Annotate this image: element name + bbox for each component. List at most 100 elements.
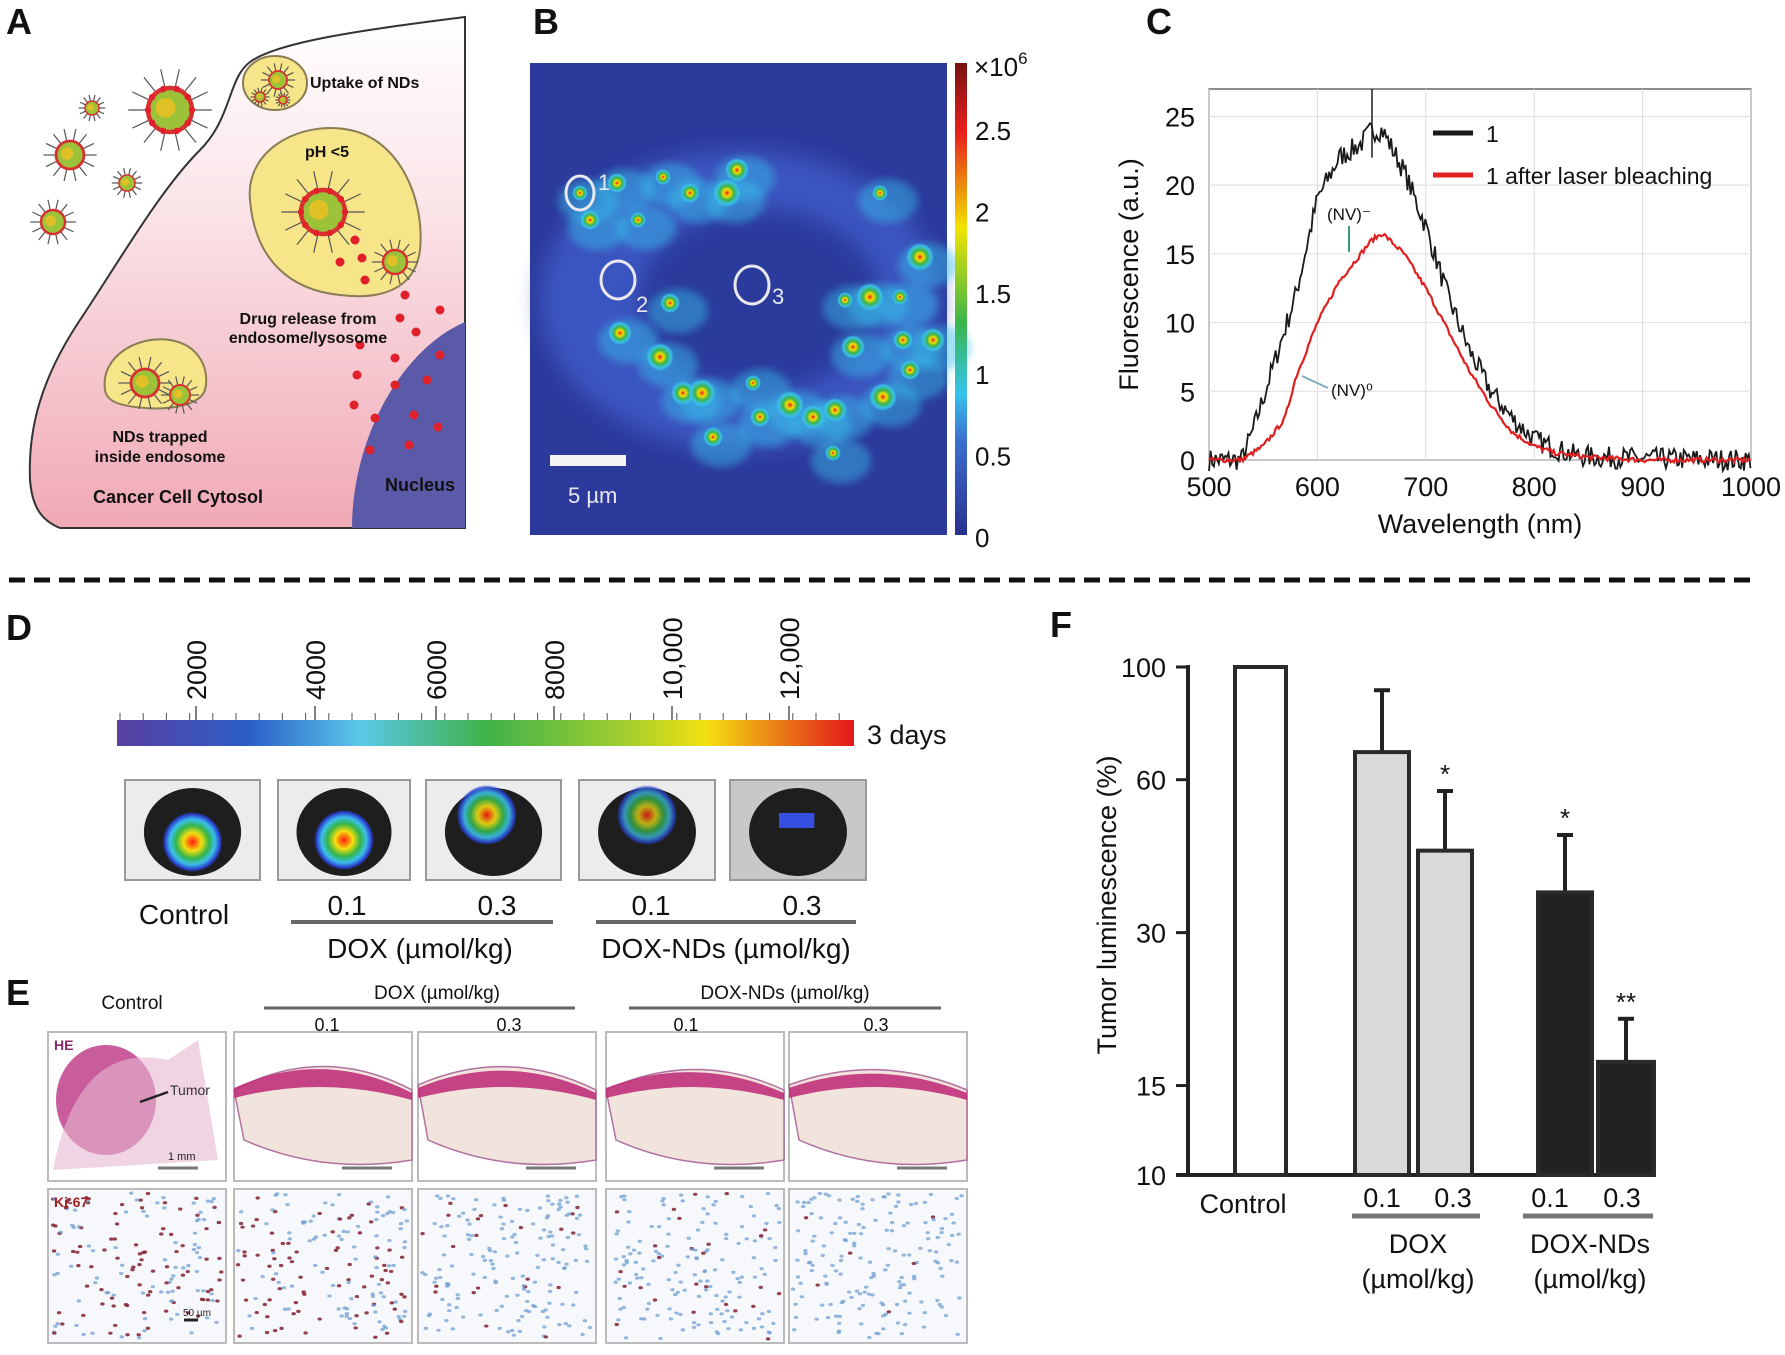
fluorescent-spots bbox=[558, 156, 971, 483]
epidermis-stain bbox=[418, 1070, 596, 1100]
ki67-positive-nucleus bbox=[652, 1244, 658, 1248]
ki67-negative-nucleus bbox=[535, 1265, 541, 1270]
ki67-negative-nucleus bbox=[852, 1231, 857, 1236]
ki67-positive-nucleus bbox=[392, 1307, 397, 1311]
ki67-positive-nucleus bbox=[180, 1273, 186, 1277]
ki67-positive-nucleus bbox=[353, 1326, 358, 1330]
ki67-negative-nucleus bbox=[627, 1210, 632, 1214]
ki67-negative-nucleus bbox=[175, 1312, 180, 1316]
ki67-negative-nucleus bbox=[840, 1299, 846, 1303]
ki67-negative-nucleus bbox=[440, 1297, 445, 1302]
polymer-chain bbox=[147, 396, 152, 410]
ki67-negative-nucleus bbox=[201, 1289, 206, 1293]
ki67-negative-nucleus bbox=[336, 1193, 342, 1197]
polymer-chain bbox=[266, 66, 273, 74]
ki67-negative-nucleus bbox=[795, 1200, 800, 1204]
ki67-negative-nucleus bbox=[631, 1248, 637, 1252]
ki67-negative-nucleus bbox=[899, 1332, 905, 1336]
ki67-negative-nucleus bbox=[142, 1317, 148, 1321]
ki67-negative-nucleus bbox=[535, 1253, 540, 1258]
ki67-negative-nucleus bbox=[949, 1259, 954, 1263]
polymer-chain bbox=[95, 97, 101, 103]
polymer-chain bbox=[147, 356, 152, 370]
ki67-stain-image bbox=[788, 1188, 968, 1344]
polymer-chain bbox=[285, 72, 294, 77]
ki67-negative-nucleus bbox=[774, 1204, 779, 1208]
ki67-positive-nucleus bbox=[369, 1274, 375, 1278]
ki67-positive-nucleus bbox=[147, 1290, 153, 1294]
ki67-negative-nucleus bbox=[501, 1237, 507, 1241]
ki67-negative-nucleus bbox=[727, 1290, 732, 1294]
polymer-chain bbox=[52, 165, 62, 177]
ki67-negative-nucleus bbox=[308, 1219, 313, 1223]
ki67-negative-nucleus bbox=[547, 1289, 553, 1293]
ki67-negative-nucleus bbox=[322, 1233, 327, 1237]
ki67-negative-nucleus bbox=[870, 1293, 875, 1297]
ki67-negative-nucleus bbox=[656, 1252, 662, 1256]
ki67-negative-nucleus bbox=[492, 1203, 497, 1207]
he-stain-image bbox=[417, 1031, 597, 1182]
ki67-negative-nucleus bbox=[708, 1284, 713, 1289]
mouse-image bbox=[277, 779, 411, 881]
panel-a: A Uptake of NDs pH <5 Drug release from … bbox=[6, 1, 466, 529]
ki67-negative-nucleus bbox=[613, 1280, 618, 1284]
ki67-negative-nucleus bbox=[271, 1251, 276, 1255]
polymer-chain bbox=[380, 243, 388, 253]
ki67-negative-nucleus bbox=[330, 1203, 335, 1207]
ki67-negative-nucleus bbox=[855, 1194, 860, 1199]
ki67-negative-nucleus bbox=[510, 1276, 516, 1280]
drug-dot bbox=[144, 106, 152, 114]
ki67-positive-nucleus bbox=[237, 1334, 242, 1338]
fluorescent-spot bbox=[713, 179, 741, 207]
polymer-chain bbox=[160, 69, 166, 89]
ki67-negative-nucleus bbox=[795, 1275, 801, 1279]
luminescence-spot bbox=[314, 810, 374, 870]
sample-label-nds-0.3: 0.3 bbox=[783, 890, 822, 921]
x-category-label: Control bbox=[1199, 1189, 1286, 1219]
polymer-chain bbox=[296, 178, 310, 196]
polymer-chain bbox=[143, 76, 157, 94]
ki67-negative-nucleus bbox=[943, 1216, 948, 1221]
ki67-negative-nucleus bbox=[744, 1320, 749, 1325]
ki67-negative-nucleus bbox=[829, 1231, 834, 1235]
bar-4 bbox=[1596, 1059, 1656, 1177]
polymer-chain bbox=[153, 361, 163, 373]
ki67-negative-nucleus bbox=[270, 1208, 275, 1212]
ki67-negative-nucleus bbox=[546, 1234, 551, 1239]
ki67-negative-nucleus bbox=[633, 1272, 639, 1277]
fluorescent-haze bbox=[568, 206, 628, 250]
polymer-chain bbox=[153, 393, 163, 405]
ki67-positive-nucleus bbox=[886, 1310, 892, 1314]
ki67-negative-nucleus bbox=[144, 1214, 150, 1218]
he-stain-image bbox=[788, 1031, 968, 1182]
epidermis-stain bbox=[789, 1073, 967, 1100]
label-ph: pH <5 bbox=[305, 144, 349, 161]
polymer-chain bbox=[183, 76, 197, 94]
ki67-negative-nucleus bbox=[901, 1224, 907, 1228]
ki67-negative-nucleus bbox=[192, 1231, 198, 1235]
label-uptake: Uptake of NDs bbox=[310, 75, 419, 92]
x-tick-label: 500 bbox=[1186, 472, 1231, 502]
ki67-positive-nucleus bbox=[433, 1290, 438, 1294]
ki67-negative-nucleus bbox=[766, 1309, 772, 1314]
ki67-negative-nucleus bbox=[341, 1229, 347, 1234]
ki67-positive-nucleus bbox=[911, 1261, 917, 1266]
ki67-negative-nucleus bbox=[454, 1305, 459, 1310]
ki67-negative-nucleus bbox=[857, 1292, 863, 1296]
polymer-chain bbox=[128, 168, 131, 176]
ki67-negative-nucleus bbox=[798, 1281, 803, 1285]
fluorescent-spot bbox=[745, 375, 761, 391]
ki67-positive-nucleus bbox=[89, 1265, 94, 1269]
ki67-positive-nucleus bbox=[131, 1265, 136, 1269]
tissue bbox=[233, 1065, 413, 1166]
ki67-negative-nucleus bbox=[264, 1222, 269, 1226]
ki67-negative-nucleus bbox=[162, 1258, 168, 1262]
ki67-negative-nucleus bbox=[374, 1234, 379, 1238]
ki67-positive-nucleus bbox=[622, 1284, 627, 1288]
ki67-negative-nucleus bbox=[546, 1199, 551, 1203]
tumor-arrow-icon bbox=[139, 1090, 169, 1104]
ki67-positive-nucleus bbox=[475, 1217, 481, 1221]
ki67-negative-nucleus bbox=[336, 1307, 341, 1311]
ki67-positive-nucleus bbox=[733, 1309, 738, 1313]
drug-dot bbox=[390, 380, 400, 390]
